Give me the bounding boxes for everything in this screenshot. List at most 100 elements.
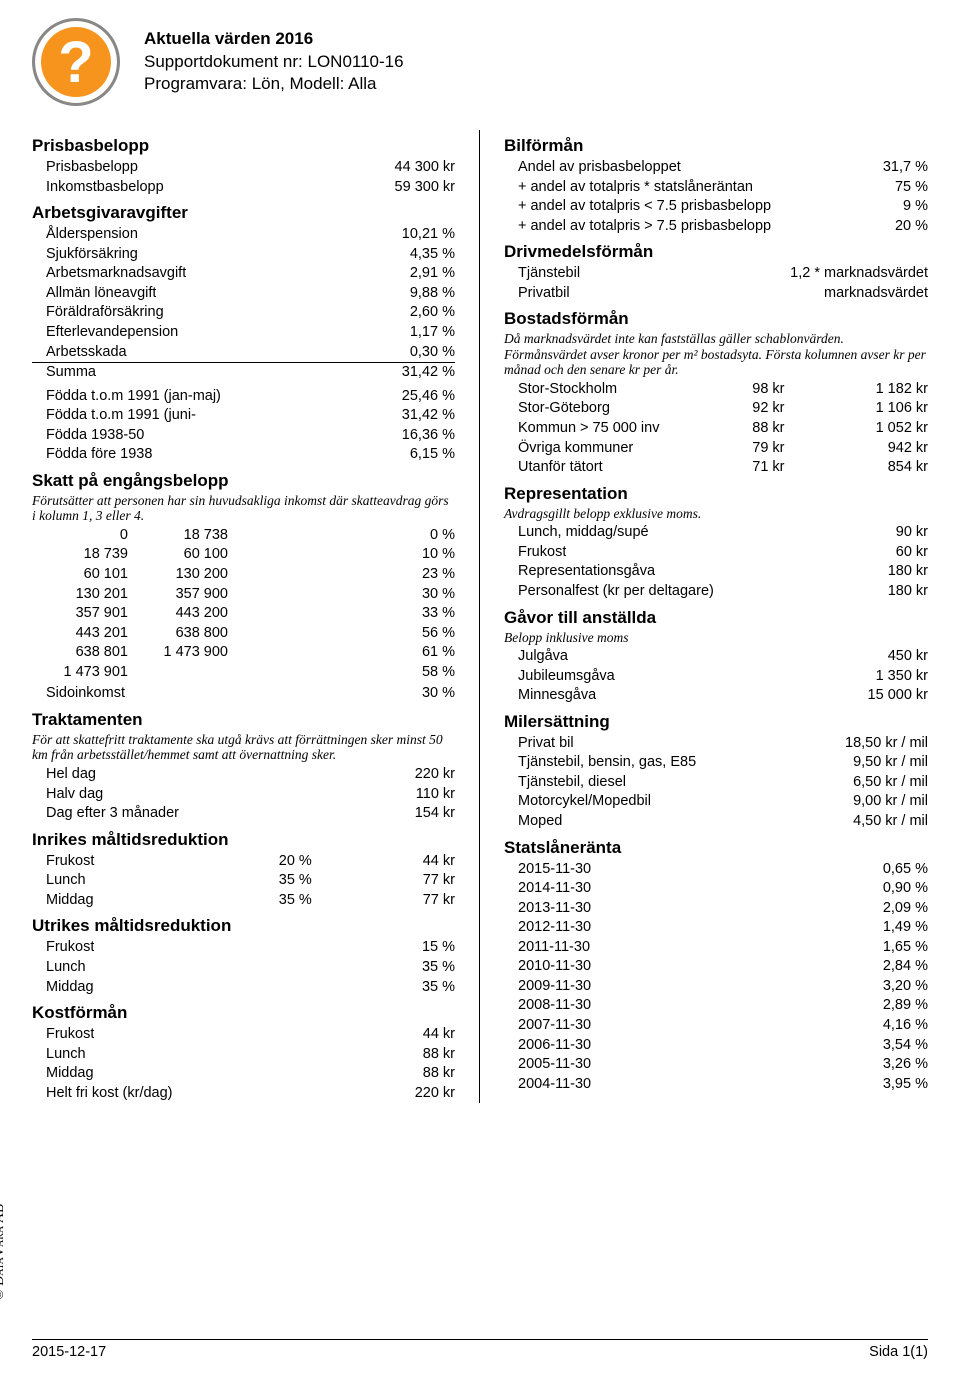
col-from: 130 201 <box>46 585 136 605</box>
doc-support-no: Supportdokument nr: LON0110-16 <box>144 51 404 74</box>
table-row: Allmän löneavgift9,88 % <box>32 284 455 304</box>
table-row: + andel av totalpris < 7.5 prisbasbelopp… <box>504 197 928 217</box>
page: © DataVara AB Aktuella värden 2016 Suppo… <box>0 0 960 1380</box>
value: 3,95 % <box>875 1075 928 1095</box>
table-row: 2008-11-302,89 % <box>504 996 928 1016</box>
table-row: Frukost15 % <box>32 938 455 958</box>
col-to: 1 473 900 <box>136 643 236 663</box>
col-to: 357 900 <box>136 585 236 605</box>
label: Frukost <box>46 938 94 958</box>
label: Ålderspension <box>46 225 138 245</box>
table-row: Tjänstebil, bensin, gas, E859,50 kr / mi… <box>504 753 928 773</box>
table-row: Prisbasbelopp44 300 kr <box>32 158 455 178</box>
label: Representationsgåva <box>518 562 655 582</box>
value: 4,50 kr / mil <box>845 812 928 832</box>
table-row: Sidoinkomst 30 % <box>32 684 455 704</box>
section-inrikes: Inrikes måltidsreduktion <box>32 830 455 850</box>
table-row: 2014-11-300,90 % <box>504 879 928 899</box>
label: Middag <box>46 978 94 998</box>
note-traktamenten: För att skattefritt traktamente ska utgå… <box>32 732 455 763</box>
table-row: 1 473 901 58 % <box>32 663 455 683</box>
label: Helt fri kost (kr/dag) <box>46 1084 173 1104</box>
table-row: Summa31,42 % <box>32 363 455 383</box>
note-skatt: Förutsätter att personen har sin huvudsa… <box>32 493 455 524</box>
label: Privatbil <box>518 284 768 304</box>
col-pct: 61 % <box>236 643 455 663</box>
value: 44 kr <box>415 1025 455 1045</box>
value: 1,65 % <box>875 938 928 958</box>
label: Födda t.o.m 1991 (juni- <box>46 406 196 426</box>
value: 1,17 % <box>402 323 455 343</box>
section-bostad: Bostadsförmån <box>504 309 928 329</box>
header: Aktuella värden 2016 Supportdokument nr:… <box>32 18 928 106</box>
value: 9,00 kr / mil <box>845 792 928 812</box>
label: Sjukförsäkring <box>46 245 138 265</box>
label: Minnesgåva <box>518 686 596 706</box>
value: 220 kr <box>407 1084 455 1104</box>
table-row: Moped4,50 kr / mil <box>504 812 928 832</box>
header-text: Aktuella värden 2016 Supportdokument nr:… <box>144 28 404 97</box>
table-row: Lunch88 kr <box>32 1045 455 1065</box>
left-column: Prisbasbelopp Prisbasbelopp44 300 krInko… <box>32 130 480 1103</box>
col-from: 1 473 901 <box>46 663 136 683</box>
col-from: 443 201 <box>46 624 136 644</box>
label: 2013-11-30 <box>518 899 591 919</box>
value: 2,09 % <box>875 899 928 919</box>
label: Frukost <box>518 543 566 563</box>
section-kostforman: Kostförmån <box>32 1003 455 1023</box>
table-row: Föräldraförsäkring2,60 % <box>32 303 455 323</box>
note-gavor: Belopp inklusive moms <box>504 630 928 646</box>
section-representation: Representation <box>504 484 928 504</box>
value: 4,16 % <box>875 1016 928 1036</box>
label: 2008-11-30 <box>518 996 591 1016</box>
col2: 35 % <box>189 871 312 891</box>
table-row: 130 201357 90030 % <box>32 585 455 605</box>
table-row: Födda t.o.m 1991 (jan-maj)25,46 % <box>32 387 455 407</box>
table-row: Efterlevandepension1,17 % <box>32 323 455 343</box>
col1: Kommun > 75 000 inv <box>518 419 662 439</box>
label: Andel av prisbasbeloppet <box>518 158 681 178</box>
value: 16,36 % <box>394 426 455 446</box>
section-skatt: Skatt på engångsbelopp <box>32 471 455 491</box>
col-from: 60 101 <box>46 565 136 585</box>
section-milersattning: Milersättning <box>504 712 928 732</box>
label: 2011-11-30 <box>518 938 590 958</box>
table-row: 2005-11-303,26 % <box>504 1055 928 1075</box>
col1: Lunch <box>46 871 189 891</box>
label: Jubileumsgåva <box>518 667 615 687</box>
table-row: 357 901443 20033 % <box>32 604 455 624</box>
value: 220 kr <box>407 765 455 785</box>
note-representation: Avdragsgillt belopp exklusive moms. <box>504 506 928 522</box>
label: Födda 1938-50 <box>46 426 144 446</box>
value: 25,46 % <box>394 387 455 407</box>
section-utrikes: Utrikes måltidsreduktion <box>32 916 455 936</box>
label: 2007-11-30 <box>518 1016 591 1036</box>
col2: 35 % <box>189 891 312 911</box>
footer: 2015-12-17 Sida 1(1) <box>32 1339 928 1360</box>
value: 9 % <box>895 197 928 217</box>
table-row: 443 201638 80056 % <box>32 624 455 644</box>
label: 2014-11-30 <box>518 879 591 899</box>
col-pct: 58 % <box>236 663 455 683</box>
value: 1,49 % <box>875 918 928 938</box>
value: 110 kr <box>408 785 455 805</box>
label: 2010-11-30 <box>518 957 591 977</box>
table-row: 2007-11-30 4,16 % <box>504 1016 928 1036</box>
col1: Stor-Stockholm <box>518 380 662 400</box>
col-from: 0 <box>46 526 136 546</box>
label: Personalfest (kr per deltagare) <box>518 582 714 602</box>
value: 450 kr <box>880 647 928 667</box>
table-row: 2010-11-302,84 % <box>504 957 928 977</box>
table-row: Frukost60 kr <box>504 543 928 563</box>
table-row: Lunch35 % <box>32 958 455 978</box>
col2: 98 kr <box>662 380 785 400</box>
table-row: Dag efter 3 månader154 kr <box>32 804 455 824</box>
question-mark-icon <box>32 18 120 106</box>
table-row: Tjänstebil, diesel6,50 kr / mil <box>504 773 928 793</box>
table-row: Lunch35 %77 kr <box>32 871 455 891</box>
table-row: Ålderspension10,21 % <box>32 225 455 245</box>
table-row: Middag35 %77 kr <box>32 891 455 911</box>
value: 35 % <box>414 978 455 998</box>
section-statslaneranta: Statslåneränta <box>504 838 928 858</box>
table-row: 2006-11-303,54 % <box>504 1036 928 1056</box>
